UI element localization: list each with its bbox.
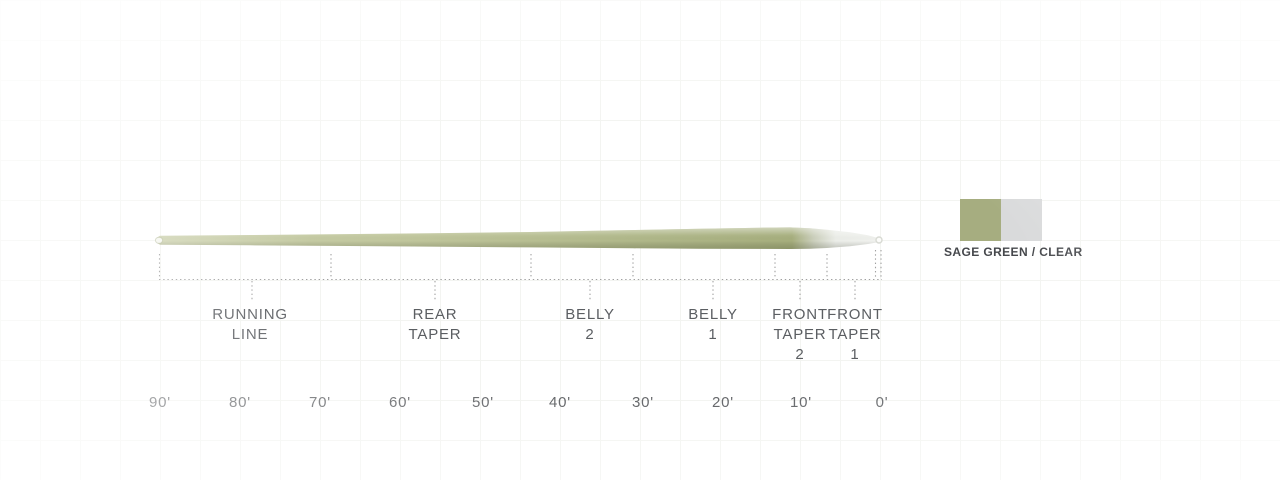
- scale-label-80: 80': [229, 394, 251, 411]
- section-label-belly-1: BELLY 1: [688, 305, 738, 345]
- scale-label-90: 90': [149, 394, 171, 411]
- section-label-running-line: RUNNING LINE: [212, 305, 288, 345]
- section-label-line: TAPER: [773, 326, 827, 343]
- swatch-clear: [1001, 199, 1042, 241]
- section-label-line: FRONT: [827, 306, 883, 323]
- boundary-ticks: [158, 250, 882, 278]
- section-label-line: FRONT: [772, 306, 828, 323]
- section-label-line: BELLY: [688, 306, 738, 323]
- color-legend: SAGE GREEN / CLEAR: [944, 199, 1104, 259]
- swatch-sage-green: [960, 199, 1001, 241]
- section-label-line: 2: [795, 346, 805, 363]
- section-label-line: LINE: [231, 326, 269, 343]
- scale-label-20: 20': [712, 394, 734, 411]
- section-label-line: 1: [850, 346, 860, 363]
- legend-swatches: [960, 199, 1042, 241]
- legend-label: SAGE GREEN / CLEAR: [944, 245, 1083, 259]
- section-label-belly-2: BELLY 2: [565, 305, 615, 345]
- scale-label-10: 10': [790, 394, 812, 411]
- section-label-line: TAPER: [828, 326, 882, 343]
- section-label-rear-taper: REAR TAPER: [409, 305, 462, 345]
- label-ticks: [251, 281, 856, 302]
- section-label-line: 2: [585, 326, 595, 343]
- tip-loop: [875, 236, 883, 244]
- scale-label-30: 30': [632, 394, 654, 411]
- section-label-line: 1: [708, 326, 718, 343]
- scale-label-50: 50': [472, 394, 494, 411]
- section-label-front-taper-2: FRONT TAPER 2: [772, 305, 828, 365]
- section-label-line: RUNNING: [212, 306, 288, 323]
- scale-label-0: 0': [875, 394, 889, 411]
- scale-label-70: 70': [309, 394, 331, 411]
- fly-line-shading: [155, 227, 883, 249]
- section-label-line: REAR: [412, 306, 458, 323]
- scale-label-40: 40': [549, 394, 571, 411]
- section-label-line: TAPER: [408, 326, 462, 343]
- scale-label-60: 60': [389, 394, 411, 411]
- section-label-line: BELLY: [565, 306, 615, 323]
- butt-loop: [154, 236, 164, 244]
- section-label-front-taper-1: FRONT TAPER 1: [827, 305, 883, 365]
